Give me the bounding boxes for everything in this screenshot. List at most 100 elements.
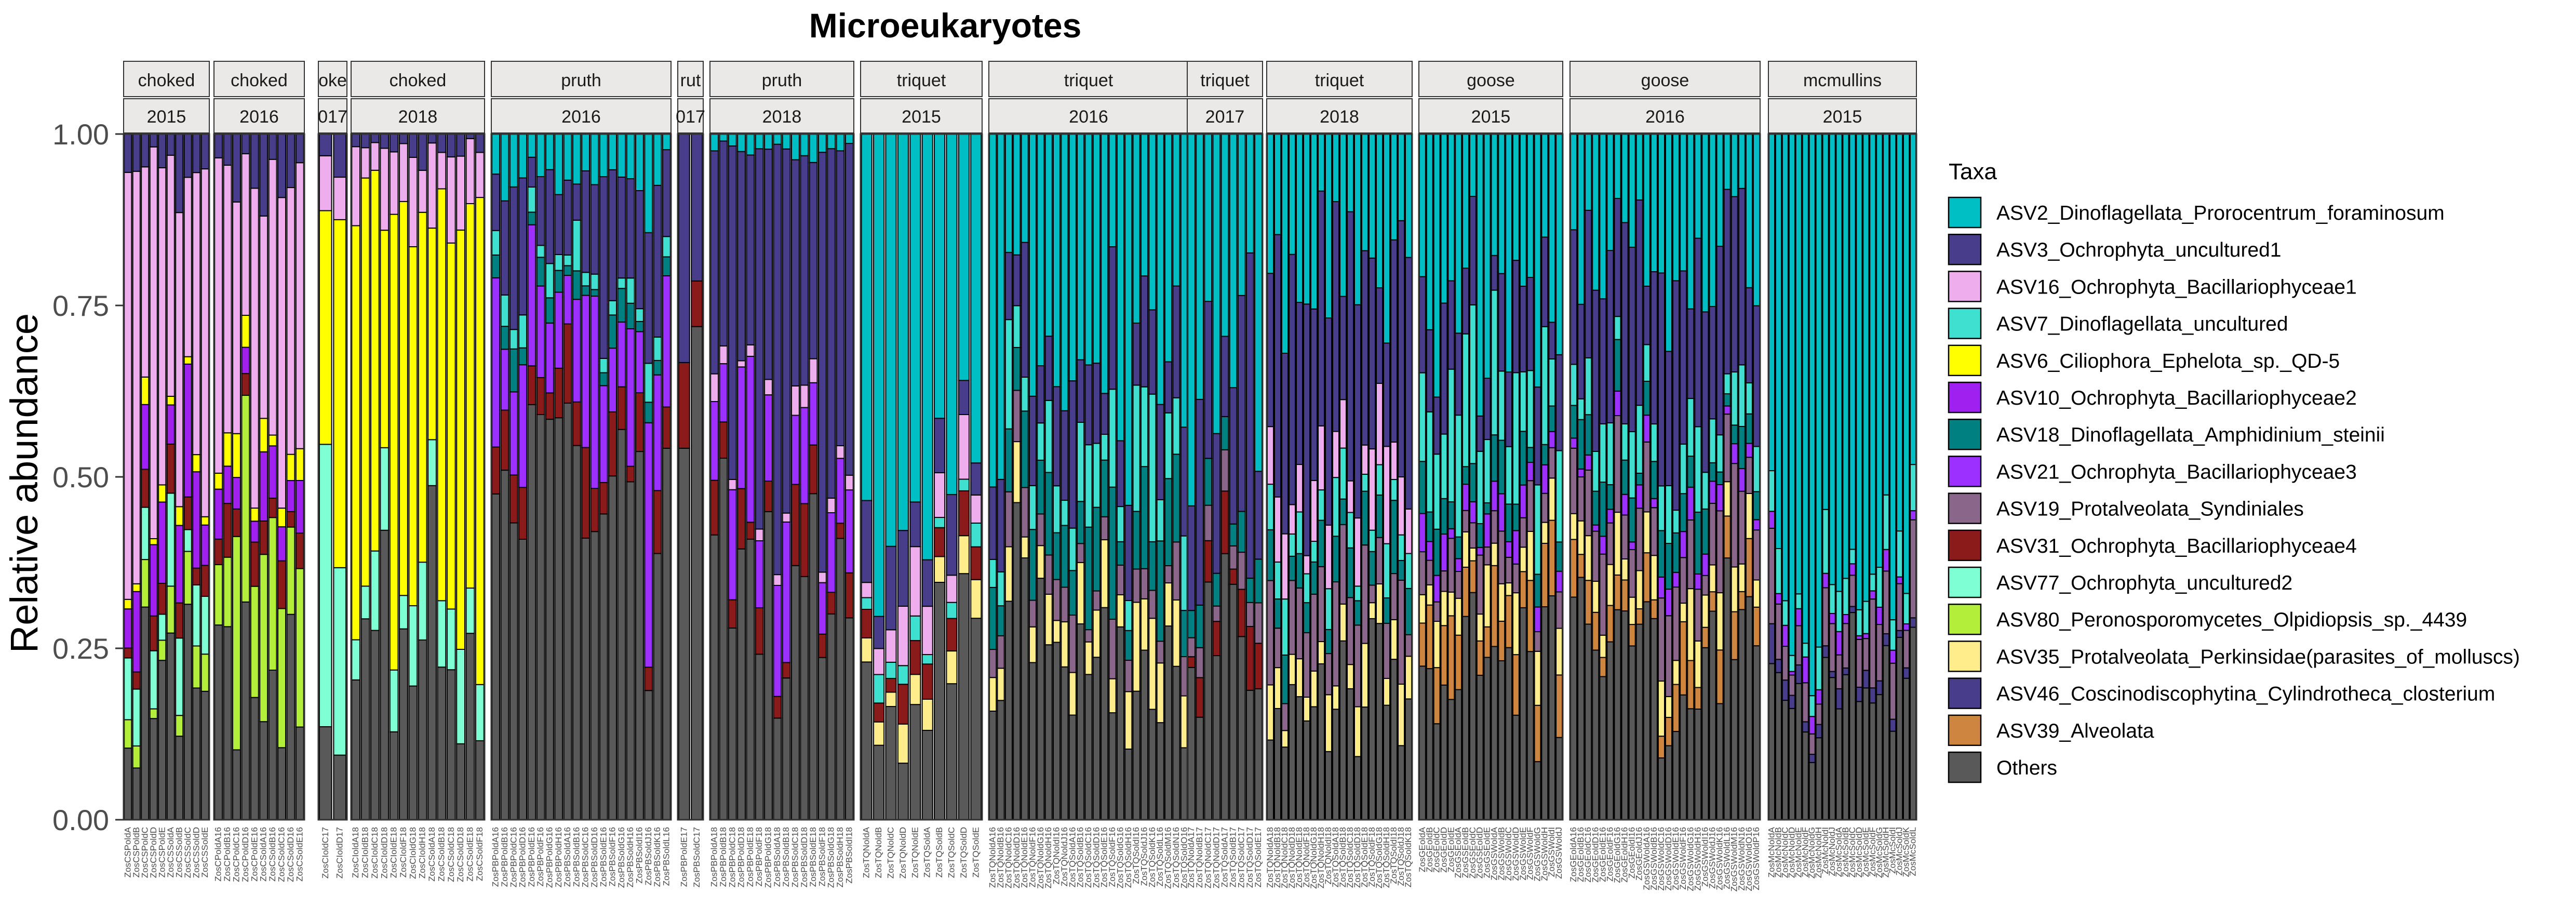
bar-segment	[1569, 405, 1578, 439]
bar-segment	[1245, 602, 1254, 627]
bar-segment	[1004, 134, 1013, 253]
bar-segment	[1346, 134, 1354, 212]
bar-segment	[1738, 425, 1746, 469]
facet-year-label: 017	[318, 107, 347, 127]
bar-segment	[175, 506, 184, 526]
bar-segment	[149, 708, 158, 719]
sample-bar	[1621, 134, 1629, 820]
bar-segment	[1628, 645, 1636, 820]
x-tick-label: ZosCSoldD18	[455, 827, 465, 882]
bar-segment	[755, 540, 764, 608]
bar-segment	[1808, 695, 1816, 717]
bar-segment	[1889, 730, 1897, 820]
bar-segment	[1237, 134, 1246, 296]
bar-segment	[277, 560, 286, 609]
facet-site-label: mcmullins	[1803, 71, 1882, 90]
bar-segment	[746, 344, 755, 357]
x-tick-label: ZosPBSoldC18	[790, 827, 800, 887]
x-tick-label: ZosGEoldD16	[1590, 827, 1600, 883]
facet-panel: choked2015ZosCSPoldAZosCSPoldBZosCSPoldC…	[123, 61, 210, 878]
bar-segment	[897, 606, 909, 666]
bar-segment	[1368, 529, 1376, 552]
bar-segment	[946, 575, 958, 603]
bar-segment	[141, 404, 150, 470]
sample-bar	[1346, 134, 1354, 821]
bar-segment	[1599, 553, 1607, 636]
bar-segment	[1723, 373, 1731, 395]
bar-segment	[1013, 346, 1021, 391]
x-tick-label: ZosMcSoldI	[1888, 827, 1898, 874]
legend-label: ASV3_Ochrophyta_uncultured1	[1996, 239, 2282, 261]
facet-border	[350, 133, 486, 821]
bar-segment	[1273, 667, 1282, 709]
sample-bar	[214, 134, 223, 820]
bar-segment	[1455, 332, 1463, 416]
bar-segment	[1869, 702, 1876, 821]
facet-border	[490, 133, 672, 821]
bar-segment	[1491, 481, 1498, 512]
bar-segment	[214, 538, 223, 565]
bar-segment	[175, 212, 184, 508]
bar-segment	[527, 404, 536, 820]
sample-bar	[158, 134, 167, 820]
bar-segment	[1701, 553, 1709, 576]
bar-segment	[1752, 519, 1761, 531]
bar-segment	[728, 489, 737, 601]
sample-bar	[132, 134, 141, 821]
bar-segment	[1635, 134, 1643, 201]
sample-bar	[1505, 134, 1513, 821]
x-tick-label: ZosCIoldG18	[408, 827, 418, 879]
bar-segment	[728, 628, 737, 820]
legend-item: ASV18_Dinoflagellata_Amphidinium_steinii	[1948, 418, 2385, 450]
bar-segment	[124, 657, 132, 721]
bar-segment	[1788, 134, 1795, 656]
x-tick-label: ZosGSWoldJ16	[1708, 827, 1718, 889]
bar-segment	[1433, 396, 1441, 455]
bar-segment	[446, 669, 456, 820]
bar-segment	[1116, 440, 1125, 508]
bar-segment	[149, 544, 158, 617]
bar-segment	[1052, 134, 1061, 388]
sample-bar	[446, 134, 456, 820]
facet-border	[860, 133, 983, 821]
sample-bar	[958, 134, 970, 820]
bar-segment	[827, 148, 836, 499]
bar-segment	[427, 485, 437, 820]
bar-segment	[1204, 540, 1213, 583]
bar-segment	[1657, 736, 1666, 759]
x-tick-label: ZosGSWoldI16	[1700, 827, 1710, 887]
bar-segment	[1426, 329, 1433, 412]
bar-segment	[1140, 649, 1149, 820]
bar-segment	[1433, 723, 1441, 820]
bar-segment	[644, 666, 653, 691]
bar-segment	[626, 328, 635, 467]
x-tick-label: ZosCSPoldE	[157, 827, 167, 877]
bar-segment	[554, 254, 564, 271]
bar-segment	[1353, 600, 1362, 626]
x-tick-label: ZosTQNoldH18	[1316, 827, 1326, 888]
bar-segment	[599, 357, 608, 374]
bar-segment	[1694, 511, 1702, 575]
bar-segment	[1433, 134, 1441, 398]
bar-segment	[1491, 434, 1498, 482]
bar-segment	[166, 492, 175, 587]
bar-segment	[518, 177, 527, 316]
x-tick-label: ZosGSWoldI	[1547, 827, 1557, 877]
bar-segment	[1212, 605, 1221, 622]
bar-segment	[958, 478, 970, 491]
bar-segment	[644, 690, 653, 820]
bar-segment	[1606, 250, 1614, 423]
bar-segment	[1220, 490, 1229, 554]
legend-swatch	[1948, 714, 1982, 746]
bar-segment	[475, 134, 485, 153]
bar-segment	[617, 321, 626, 388]
bar-segment	[1390, 619, 1398, 660]
sample-bar	[1303, 134, 1311, 821]
bar-segment	[1346, 597, 1354, 665]
bar-segment	[1752, 529, 1761, 581]
bar-segment	[1164, 134, 1173, 363]
bar-segment	[399, 201, 408, 596]
bar-segment	[1745, 134, 1753, 288]
bar-segment	[1332, 134, 1340, 203]
x-tick-label: ZosTQNoldD17	[1211, 827, 1221, 888]
